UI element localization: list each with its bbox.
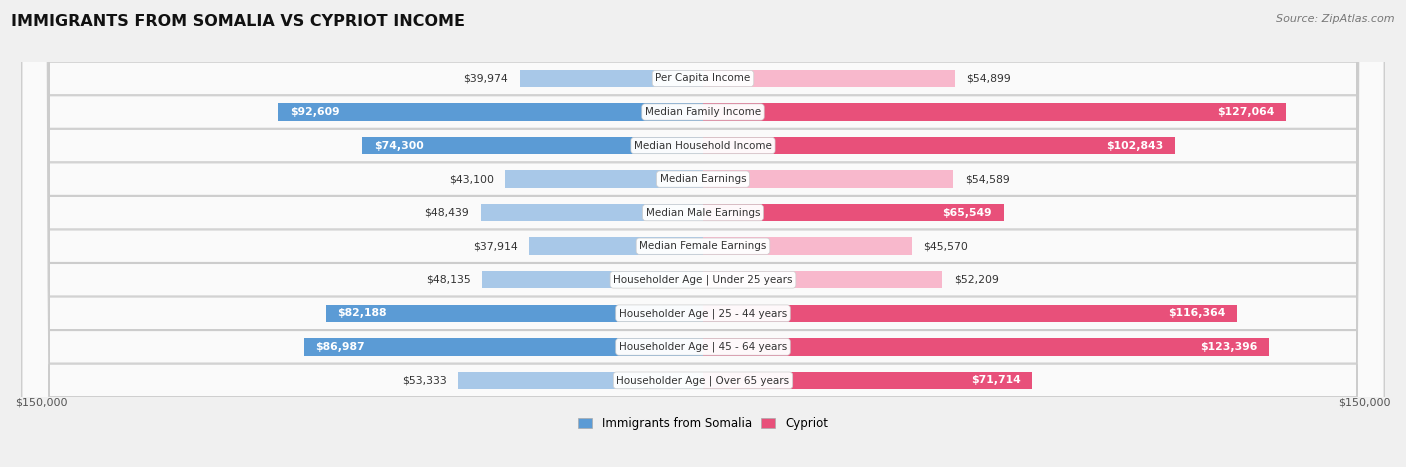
Text: $52,209: $52,209 xyxy=(953,275,998,285)
Text: $150,000: $150,000 xyxy=(15,398,67,408)
Bar xyxy=(703,304,1237,322)
Bar xyxy=(703,338,1270,355)
Text: Per Capita Income: Per Capita Income xyxy=(655,73,751,84)
Text: $48,135: $48,135 xyxy=(426,275,471,285)
Text: $37,914: $37,914 xyxy=(472,241,517,251)
Bar xyxy=(703,238,912,255)
Text: Householder Age | Over 65 years: Householder Age | Over 65 years xyxy=(616,375,790,386)
Text: $71,714: $71,714 xyxy=(970,375,1021,385)
FancyBboxPatch shape xyxy=(22,0,1384,467)
Text: Source: ZipAtlas.com: Source: ZipAtlas.com xyxy=(1277,14,1395,24)
Text: $116,364: $116,364 xyxy=(1168,308,1225,318)
Text: Householder Age | Under 25 years: Householder Age | Under 25 years xyxy=(613,275,793,285)
Text: Median Family Income: Median Family Income xyxy=(645,107,761,117)
Bar xyxy=(363,137,703,154)
FancyBboxPatch shape xyxy=(22,0,1384,467)
Text: $65,549: $65,549 xyxy=(942,208,993,218)
Bar xyxy=(703,372,1032,389)
Bar xyxy=(278,103,703,121)
Text: $150,000: $150,000 xyxy=(1339,398,1391,408)
Text: $86,987: $86,987 xyxy=(315,342,366,352)
FancyBboxPatch shape xyxy=(22,0,1384,467)
Text: $92,609: $92,609 xyxy=(290,107,339,117)
Legend: Immigrants from Somalia, Cypriot: Immigrants from Somalia, Cypriot xyxy=(574,412,832,435)
Text: $102,843: $102,843 xyxy=(1107,141,1163,150)
Bar xyxy=(703,271,942,289)
Bar xyxy=(703,204,1004,221)
Bar xyxy=(481,204,703,221)
FancyBboxPatch shape xyxy=(22,0,1384,467)
Text: $39,974: $39,974 xyxy=(464,73,508,84)
Text: $54,899: $54,899 xyxy=(966,73,1011,84)
Bar xyxy=(505,170,703,188)
Bar xyxy=(703,137,1174,154)
FancyBboxPatch shape xyxy=(22,0,1384,467)
FancyBboxPatch shape xyxy=(22,0,1384,467)
Bar xyxy=(703,103,1286,121)
Text: $48,439: $48,439 xyxy=(425,208,470,218)
Text: IMMIGRANTS FROM SOMALIA VS CYPRIOT INCOME: IMMIGRANTS FROM SOMALIA VS CYPRIOT INCOM… xyxy=(11,14,465,29)
FancyBboxPatch shape xyxy=(22,0,1384,467)
Bar xyxy=(482,271,703,289)
Bar xyxy=(458,372,703,389)
Bar xyxy=(304,338,703,355)
Text: $127,064: $127,064 xyxy=(1218,107,1274,117)
Text: $45,570: $45,570 xyxy=(924,241,969,251)
Text: $82,188: $82,188 xyxy=(337,308,387,318)
Text: $53,333: $53,333 xyxy=(402,375,447,385)
Bar xyxy=(703,70,955,87)
Text: Householder Age | 25 - 44 years: Householder Age | 25 - 44 years xyxy=(619,308,787,318)
Bar xyxy=(520,70,703,87)
FancyBboxPatch shape xyxy=(22,0,1384,467)
FancyBboxPatch shape xyxy=(22,0,1384,467)
Bar xyxy=(529,238,703,255)
Bar xyxy=(326,304,703,322)
Text: $43,100: $43,100 xyxy=(449,174,494,184)
Text: Median Household Income: Median Household Income xyxy=(634,141,772,150)
Text: $123,396: $123,396 xyxy=(1201,342,1257,352)
FancyBboxPatch shape xyxy=(22,0,1384,467)
Bar xyxy=(703,170,953,188)
Text: Householder Age | 45 - 64 years: Householder Age | 45 - 64 years xyxy=(619,341,787,352)
Text: $54,589: $54,589 xyxy=(965,174,1010,184)
Text: $74,300: $74,300 xyxy=(374,141,423,150)
Text: Median Earnings: Median Earnings xyxy=(659,174,747,184)
Text: Median Female Earnings: Median Female Earnings xyxy=(640,241,766,251)
Text: Median Male Earnings: Median Male Earnings xyxy=(645,208,761,218)
